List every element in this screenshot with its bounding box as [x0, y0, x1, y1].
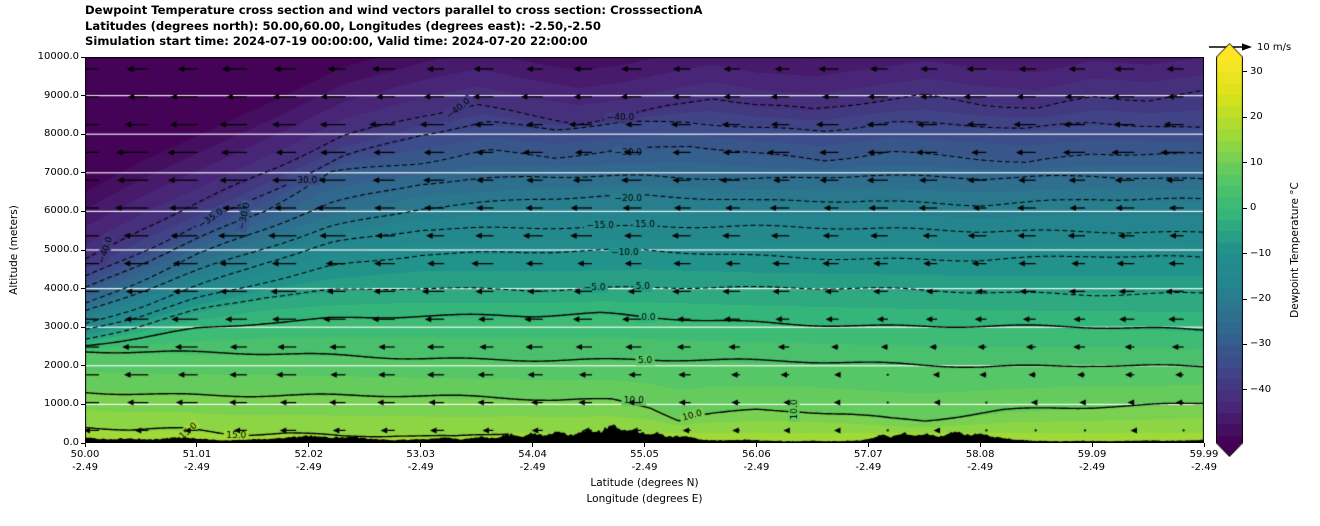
colorbar-tick-mark — [1243, 343, 1247, 345]
y-tick-mark — [81, 95, 85, 97]
title-line-1: Dewpoint Temperature cross section and w… — [85, 3, 703, 17]
x-tick-mark — [644, 443, 645, 447]
y-tick-label: 3000.0 — [44, 321, 79, 333]
y-tick-mark — [81, 172, 85, 174]
colorbar-tick-mark — [1243, 253, 1247, 255]
y-tick-mark — [81, 210, 85, 212]
colorbar-tick-mark — [1243, 207, 1247, 209]
colorbar-tick-label: −30 — [1250, 338, 1272, 350]
y-tick-mark — [81, 403, 85, 405]
y-tick-label: 6000.0 — [44, 205, 79, 217]
x-tick-label: 59.99 -2.49 — [1189, 449, 1219, 473]
y-tick-label: 1000.0 — [44, 398, 79, 410]
x-tick-mark — [1203, 443, 1205, 447]
x-tick-mark — [196, 443, 198, 447]
y-tick-mark — [81, 288, 85, 290]
title-line-3: Simulation start time: 2024-07-19 00:00:… — [85, 34, 588, 48]
x-tick-label: 56.06 -2.49 — [742, 449, 771, 473]
colorbar-tick-label: 0 — [1250, 202, 1257, 214]
y-tick-label: 0.0 — [63, 437, 79, 448]
y-tick-mark — [81, 365, 85, 367]
x-tick-label: 54.04 -2.49 — [518, 449, 547, 473]
y-tick-mark — [81, 56, 85, 58]
colorbar-tick-mark — [1243, 389, 1247, 391]
colorbar-tick-label: 20 — [1250, 111, 1263, 123]
x-tick-label: 53.03 -2.49 — [406, 449, 435, 473]
colorbar-tick-mark — [1243, 116, 1247, 118]
y-tick-label: 2000.0 — [44, 359, 79, 371]
plot-title: Dewpoint Temperature cross section and w… — [85, 3, 702, 50]
x-axis-label-longitude: Longitude (degrees E) — [586, 493, 703, 505]
y-tick-mark — [81, 442, 85, 444]
colorbar-tick-label: 10 — [1250, 156, 1263, 168]
y-tick-mark — [81, 133, 85, 135]
colorbar-tick-label: −10 — [1250, 247, 1272, 259]
x-tick-mark — [867, 443, 869, 447]
y-tick-label: 8000.0 — [44, 128, 79, 140]
x-tick-mark — [755, 443, 757, 447]
y-tick-label: 10000.0 — [37, 51, 79, 62]
x-tick-mark — [420, 443, 422, 447]
y-tick-mark — [81, 249, 85, 251]
x-tick-label: 51.01 -2.49 — [182, 449, 212, 473]
x-tick-label: 58.08 -2.49 — [965, 449, 995, 473]
colorbar-tick-mark — [1243, 298, 1247, 300]
x-tick-mark — [979, 443, 981, 447]
x-tick-mark — [532, 443, 534, 447]
quiver-key-label: 10 m/s — [1257, 42, 1292, 53]
x-tick-mark — [1091, 443, 1093, 447]
cross-section-plot-canvas — [85, 57, 1204, 443]
colorbar-tick-label: −40 — [1250, 383, 1272, 395]
title-line-2: Latitudes (degrees north): 50.00,60.00, … — [85, 18, 601, 33]
y-tick-label: 5000.0 — [44, 244, 79, 255]
x-tick-mark — [84, 443, 86, 447]
x-tick-label: 50.00 -2.49 — [70, 449, 100, 473]
x-axis-label-latitude: Latitude (degrees N) — [590, 477, 699, 489]
y-tick-mark — [81, 326, 85, 328]
x-tick-label: 57.07 -2.49 — [853, 449, 883, 473]
y-tick-label: 4000.0 — [44, 282, 79, 294]
x-tick-label: 59.09 -2.49 — [1077, 449, 1107, 473]
colorbar-tick-mark — [1243, 71, 1247, 73]
colorbar-tick-label: 30 — [1250, 65, 1263, 77]
colorbar-canvas — [1216, 43, 1243, 457]
x-tick-label: 52.02 -2.49 — [294, 449, 324, 473]
colorbar-tick-label: −20 — [1250, 293, 1272, 305]
y-tick-label: 7000.0 — [44, 166, 79, 178]
x-tick-label: 55.05 -2.49 — [630, 449, 659, 473]
colorbar-tick-mark — [1243, 162, 1247, 164]
x-tick-mark — [308, 443, 310, 447]
colorbar-label: Dewpoint Temperature °C — [1289, 182, 1301, 318]
y-tick-label: 9000.0 — [44, 89, 79, 101]
